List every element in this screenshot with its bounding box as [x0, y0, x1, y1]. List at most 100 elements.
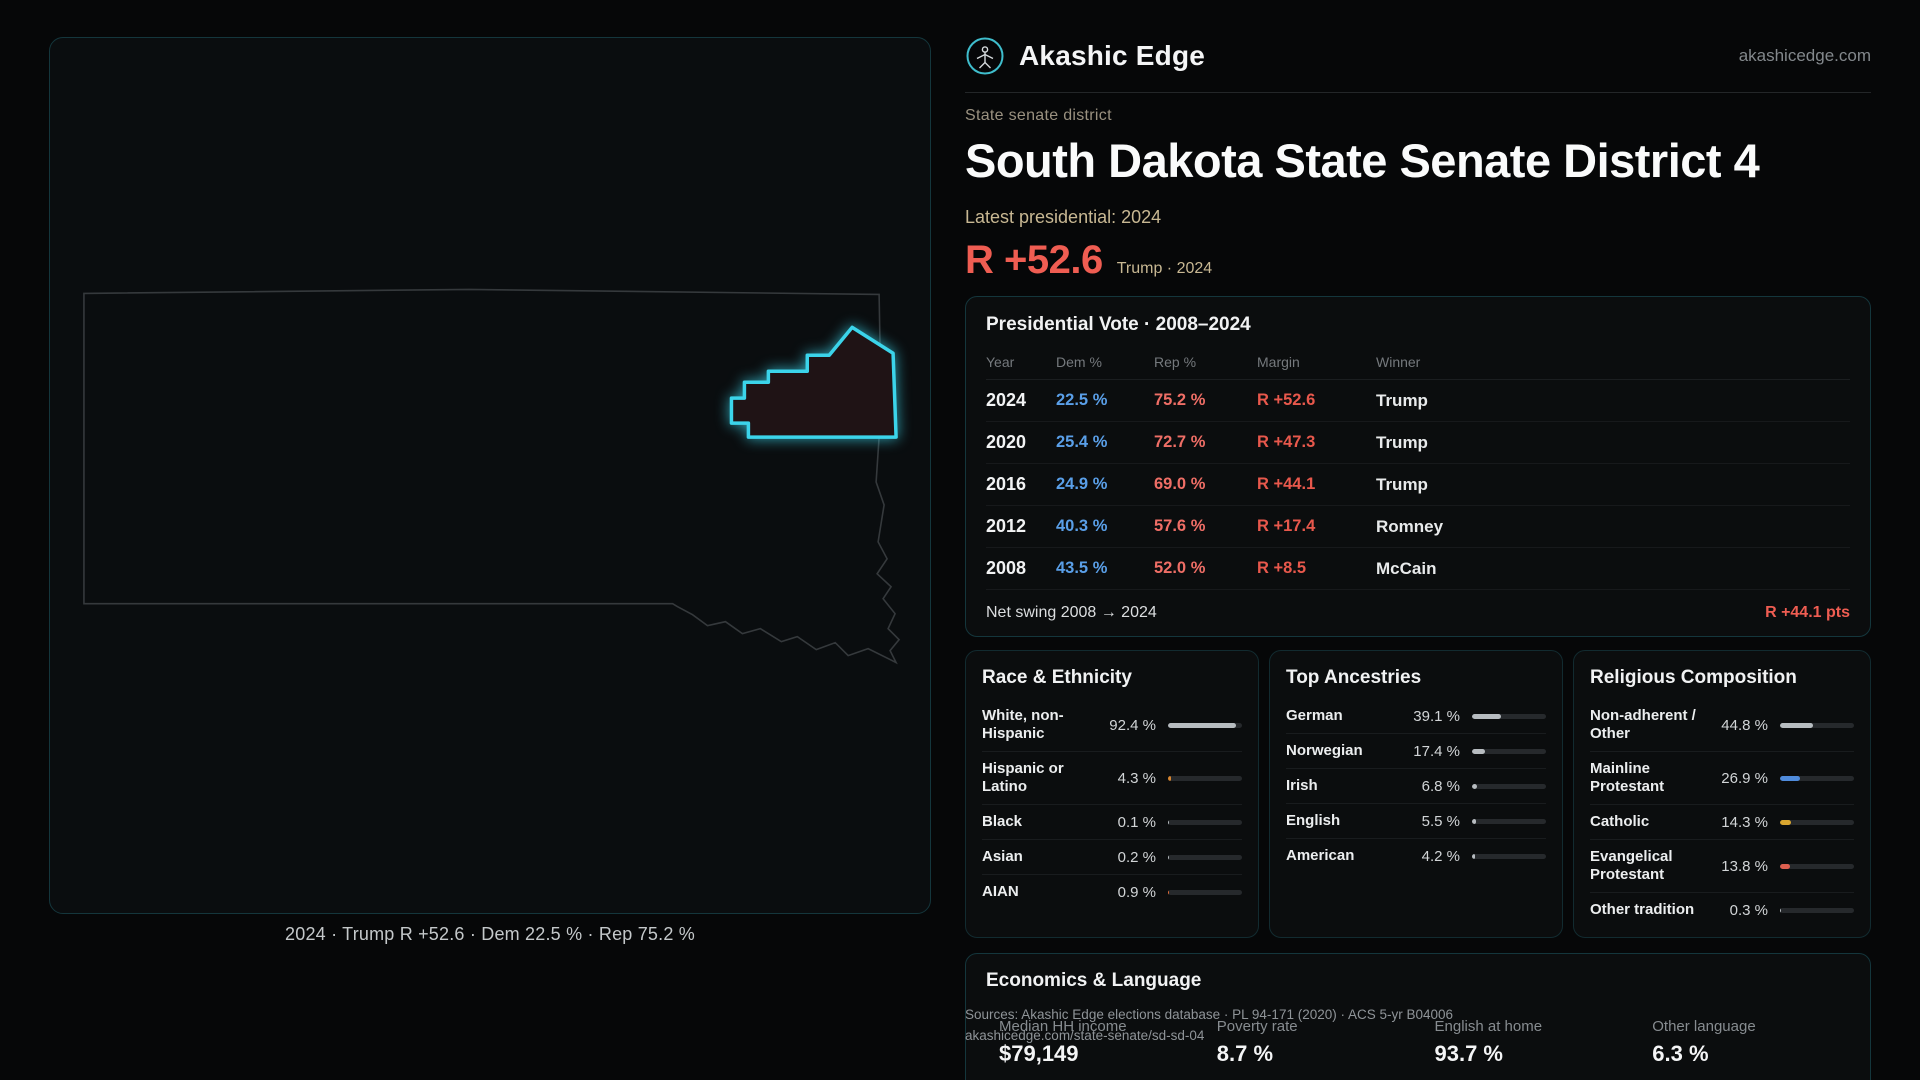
ancestry-label: Norwegian — [1286, 742, 1363, 759]
col-year: Year — [986, 353, 1015, 370]
ancestries-card-title: Top Ancestries — [1286, 667, 1422, 688]
religion-bar — [1780, 775, 1854, 781]
cell-rep: 75.2 % — [1154, 391, 1206, 409]
religion-card: Religious Composition Non-adherent / Oth… — [1573, 650, 1871, 938]
stat-value: $79,149 — [999, 1041, 1079, 1066]
brand-logo-icon — [966, 37, 1004, 75]
headline-margin-value: R +52.6 — [965, 238, 1103, 282]
cell-dem: 40.3 % — [1056, 517, 1108, 535]
stat-label: Other language — [1652, 1018, 1756, 1035]
stat-poverty-rate: Poverty rate 8.7 % — [1217, 1018, 1435, 1067]
religion-label: Evangelical Protestant — [1590, 848, 1673, 883]
cell-rep: 72.7 % — [1154, 433, 1206, 451]
cell-year: 2024 — [986, 390, 1027, 410]
race-bar — [1168, 775, 1242, 781]
cell-dem: 22.5 % — [1056, 391, 1108, 409]
religion-label: Catholic — [1590, 813, 1650, 830]
list-item: Black 0.1 % — [982, 805, 1242, 840]
header-divider — [965, 92, 1871, 93]
ancestry-value: 39.1 % — [1413, 707, 1460, 725]
demographics-section: Race & Ethnicity White, non-Hispanic 92.… — [965, 650, 1871, 938]
ancestries-card: Top Ancestries German 39.1 % Norwegian 1… — [1269, 650, 1563, 938]
headline-margin-context: Trump · 2024 — [1116, 260, 1213, 277]
net-swing-value: R +44.1 pts — [1765, 604, 1850, 621]
list-item: American 4.2 % — [1286, 839, 1546, 873]
cell-rep: 52.0 % — [1154, 559, 1206, 577]
net-swing-label: Net swing 2008 → 2024 — [986, 604, 1157, 621]
cell-rep: 57.6 % — [1154, 517, 1206, 535]
col-margin: Margin — [1257, 353, 1300, 370]
cell-dem: 43.5 % — [1056, 559, 1108, 577]
race-label: Black — [982, 813, 1023, 830]
ancestry-label: English — [1286, 812, 1341, 829]
ancestry-label: Irish — [1286, 777, 1318, 794]
ancestry-value: 6.8 % — [1421, 777, 1460, 795]
table-row: 2020 25.4 % 72.7 % R +47.3 Trump — [986, 422, 1850, 464]
religion-value: 26.9 % — [1721, 769, 1768, 787]
list-item: Asian 0.2 % — [982, 840, 1242, 875]
cell-year: 2016 — [986, 474, 1027, 494]
cell-dem: 24.9 % — [1056, 475, 1108, 493]
cell-year: 2020 — [986, 432, 1027, 452]
ancestry-label: German — [1286, 707, 1343, 724]
race-bar — [1168, 854, 1242, 860]
district-shape[interactable] — [729, 325, 898, 439]
race-value: 0.1 % — [1117, 813, 1156, 831]
state-outline — [83, 288, 901, 665]
sources-line: Sources: Akashic Edge elections database… — [965, 1007, 1454, 1022]
stat-value: 93.7 % — [1434, 1041, 1504, 1066]
list-item: Norwegian 17.4 % — [1286, 734, 1546, 769]
religion-value: 13.8 % — [1721, 857, 1768, 875]
race-value: 4.3 % — [1117, 769, 1156, 787]
cell-winner: Trump — [1376, 390, 1428, 410]
race-bar — [1168, 889, 1242, 895]
religion-card-title: Religious Composition — [1590, 667, 1797, 688]
economics-card: Economics & Language Median HH income $7… — [965, 953, 1871, 1080]
list-item: Evangelical Protestant 13.8 % — [1590, 840, 1854, 893]
list-item: English 5.5 % — [1286, 804, 1546, 839]
stat-label: Poverty rate — [1216, 1018, 1298, 1035]
race-bar — [1168, 722, 1242, 728]
race-label: AIAN — [982, 883, 1019, 900]
ancestry-bar — [1472, 783, 1546, 789]
religion-bar — [1780, 907, 1854, 913]
list-item: AIAN 0.9 % — [982, 875, 1242, 909]
kicker: State senate district — [965, 107, 1112, 124]
col-rep: Rep % — [1154, 353, 1197, 370]
list-item: Hispanic or Latino 4.3 % — [982, 752, 1242, 805]
religion-value: 14.3 % — [1721, 813, 1768, 831]
table-row: 2008 43.5 % 52.0 % R +8.5 McCain — [986, 548, 1850, 590]
list-item: Other tradition 0.3 % — [1590, 893, 1854, 927]
race-value: 92.4 % — [1109, 716, 1156, 734]
map-caption: 2024 · Trump R +52.6 · Dem 22.5 % · Rep … — [285, 924, 695, 944]
cell-dem: 25.4 % — [1056, 433, 1108, 451]
list-item: Non-adherent / Other 44.8 % — [1590, 699, 1854, 752]
stat-median-income: Median HH income $79,149 — [999, 1018, 1217, 1067]
cell-margin: R +8.5 — [1257, 559, 1307, 577]
list-item: Catholic 14.3 % — [1590, 805, 1854, 840]
stat-other-language: Other language 6.3 % — [1652, 1018, 1870, 1067]
permalink[interactable]: akashicedge.com/state-senate/sd-sd-04 — [965, 1028, 1205, 1043]
cell-year: 2012 — [986, 516, 1027, 536]
ancestry-bar — [1472, 713, 1546, 719]
cell-rep: 69.0 % — [1154, 475, 1206, 493]
stat-label: English at home — [1434, 1018, 1543, 1035]
cell-winner: Romney — [1376, 516, 1444, 536]
col-winner: Winner — [1376, 353, 1421, 370]
brand-domain-link[interactable]: akashicedge.com — [1738, 46, 1871, 65]
latest-presidential-label: Latest presidential: 2024 — [965, 207, 1162, 227]
stat-label: Median HH income — [999, 1018, 1127, 1035]
race-label: White, non-Hispanic — [982, 707, 1064, 742]
religion-bar — [1780, 819, 1854, 825]
cell-winner: Trump — [1376, 432, 1428, 452]
ancestry-value: 4.2 % — [1421, 847, 1460, 865]
table-row: 2012 40.3 % 57.6 % R +17.4 Romney — [986, 506, 1850, 548]
cell-winner: Trump — [1376, 474, 1428, 494]
ancestry-bar — [1472, 818, 1546, 824]
race-ethnicity-card: Race & Ethnicity White, non-Hispanic 92.… — [965, 650, 1259, 938]
stat-english-at-home: English at home 93.7 % — [1435, 1018, 1653, 1067]
app-header: Akashic Edge akashicedge.com — [965, 32, 1871, 80]
state-map — [83, 288, 901, 665]
stat-value: 8.7 % — [1216, 1041, 1274, 1066]
table-row: 2016 24.9 % 69.0 % R +44.1 Trump — [986, 464, 1850, 506]
